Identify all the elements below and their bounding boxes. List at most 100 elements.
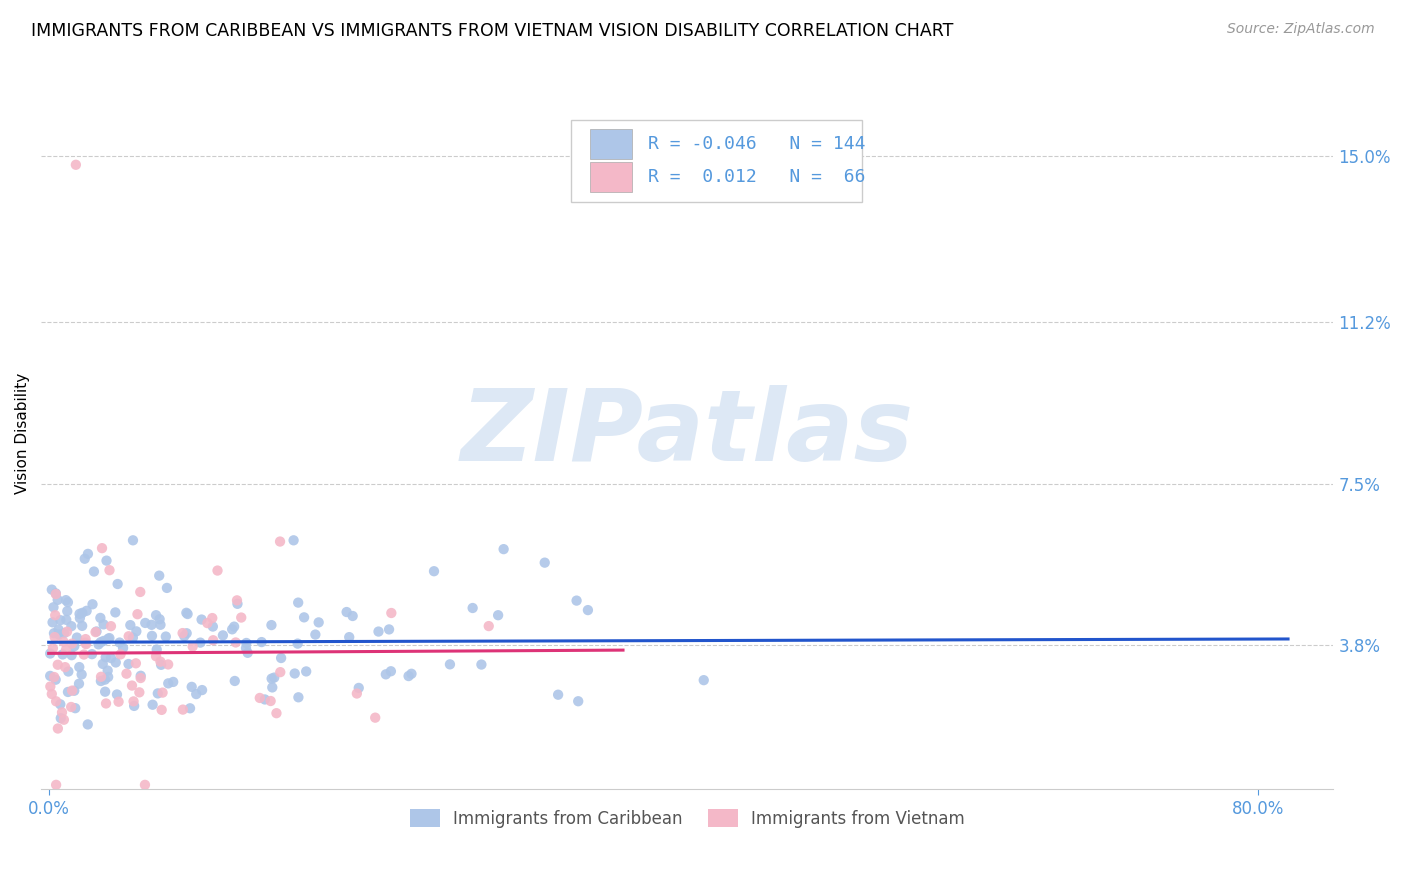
Point (162, 674, 184, 689)
Point (94, 697, 117, 711)
Point (60, 683, 83, 698)
Point (478, 619, 501, 633)
Point (150, 657, 173, 672)
Point (295, 665, 318, 679)
Point (67, 677, 90, 691)
Point (45, 587, 67, 601)
Point (190, 613, 212, 627)
Point (141, 629, 163, 643)
Point (56, 595, 79, 609)
Point (72, 606, 94, 620)
Point (127, 607, 149, 622)
Point (186, 687, 208, 701)
Point (129, 585, 152, 599)
Point (55, 593, 77, 607)
Point (226, 597, 249, 611)
Point (145, 642, 167, 657)
Point (44, 670, 66, 684)
Point (52, 713, 75, 727)
Point (76, 717, 98, 731)
Point (145, 649, 167, 664)
Point (148, 568, 170, 582)
Point (60, 619, 83, 633)
Point (41, 687, 63, 701)
Point (67, 660, 90, 674)
Point (90, 635, 112, 649)
Point (122, 694, 145, 708)
Point (39, 647, 62, 661)
Point (46, 722, 69, 736)
Point (49, 613, 72, 627)
Point (118, 629, 141, 643)
Point (346, 686, 368, 700)
Point (304, 627, 326, 641)
Point (42, 641, 65, 656)
Point (156, 581, 179, 595)
Point (176, 606, 198, 620)
Point (157, 676, 180, 690)
Point (380, 665, 402, 679)
Point (176, 607, 198, 621)
Point (212, 628, 235, 642)
Point (287, 596, 309, 610)
Point (235, 636, 257, 650)
Point (39, 669, 62, 683)
Point (142, 698, 165, 712)
Point (378, 623, 401, 637)
Point (336, 605, 359, 619)
Point (65, 158, 87, 172)
Point (104, 656, 127, 670)
Point (374, 667, 396, 681)
Point (292, 610, 315, 624)
Point (97, 664, 120, 678)
Point (197, 616, 219, 631)
Point (533, 556, 555, 570)
Point (75, 636, 97, 650)
Point (53, 660, 76, 674)
Point (262, 681, 284, 695)
Text: IMMIGRANTS FROM CARIBBEAN VS IMMIGRANTS FROM VIETNAM VISION DISABILITY CORRELATI: IMMIGRANTS FROM CARIBBEAN VS IMMIGRANTS … (31, 22, 953, 40)
Point (269, 534, 291, 549)
Point (44, 630, 66, 644)
Point (225, 635, 247, 649)
Point (125, 657, 148, 671)
Point (41, 615, 63, 630)
Point (149, 617, 172, 632)
Point (398, 669, 420, 683)
Point (75, 632, 97, 646)
Point (117, 657, 139, 671)
Text: R = -0.046   N = 144: R = -0.046 N = 144 (648, 135, 866, 153)
Point (179, 701, 201, 715)
Legend: Immigrants from Caribbean, Immigrants from Vietnam: Immigrants from Caribbean, Immigrants fr… (404, 803, 972, 834)
Point (266, 706, 288, 721)
Point (45, 778, 67, 792)
Point (89, 611, 111, 625)
Point (308, 615, 330, 630)
Point (60, 637, 83, 651)
Point (73, 648, 96, 662)
Point (221, 623, 243, 637)
Point (141, 617, 163, 632)
Point (176, 626, 198, 640)
Point (121, 679, 143, 693)
Point (98, 631, 121, 645)
Point (263, 671, 285, 685)
Point (235, 641, 257, 656)
Point (693, 673, 716, 688)
Point (172, 626, 194, 640)
Point (207, 564, 229, 578)
Point (439, 657, 461, 672)
Point (56, 624, 79, 639)
Point (52, 648, 75, 662)
Point (82, 597, 104, 611)
Point (77, 547, 100, 561)
Point (60, 648, 83, 663)
Point (84, 625, 107, 640)
Point (44, 608, 66, 623)
Point (284, 666, 307, 681)
Point (283, 533, 305, 548)
Point (70, 619, 93, 633)
Point (270, 651, 292, 665)
Point (46, 657, 69, 672)
Point (108, 635, 131, 649)
